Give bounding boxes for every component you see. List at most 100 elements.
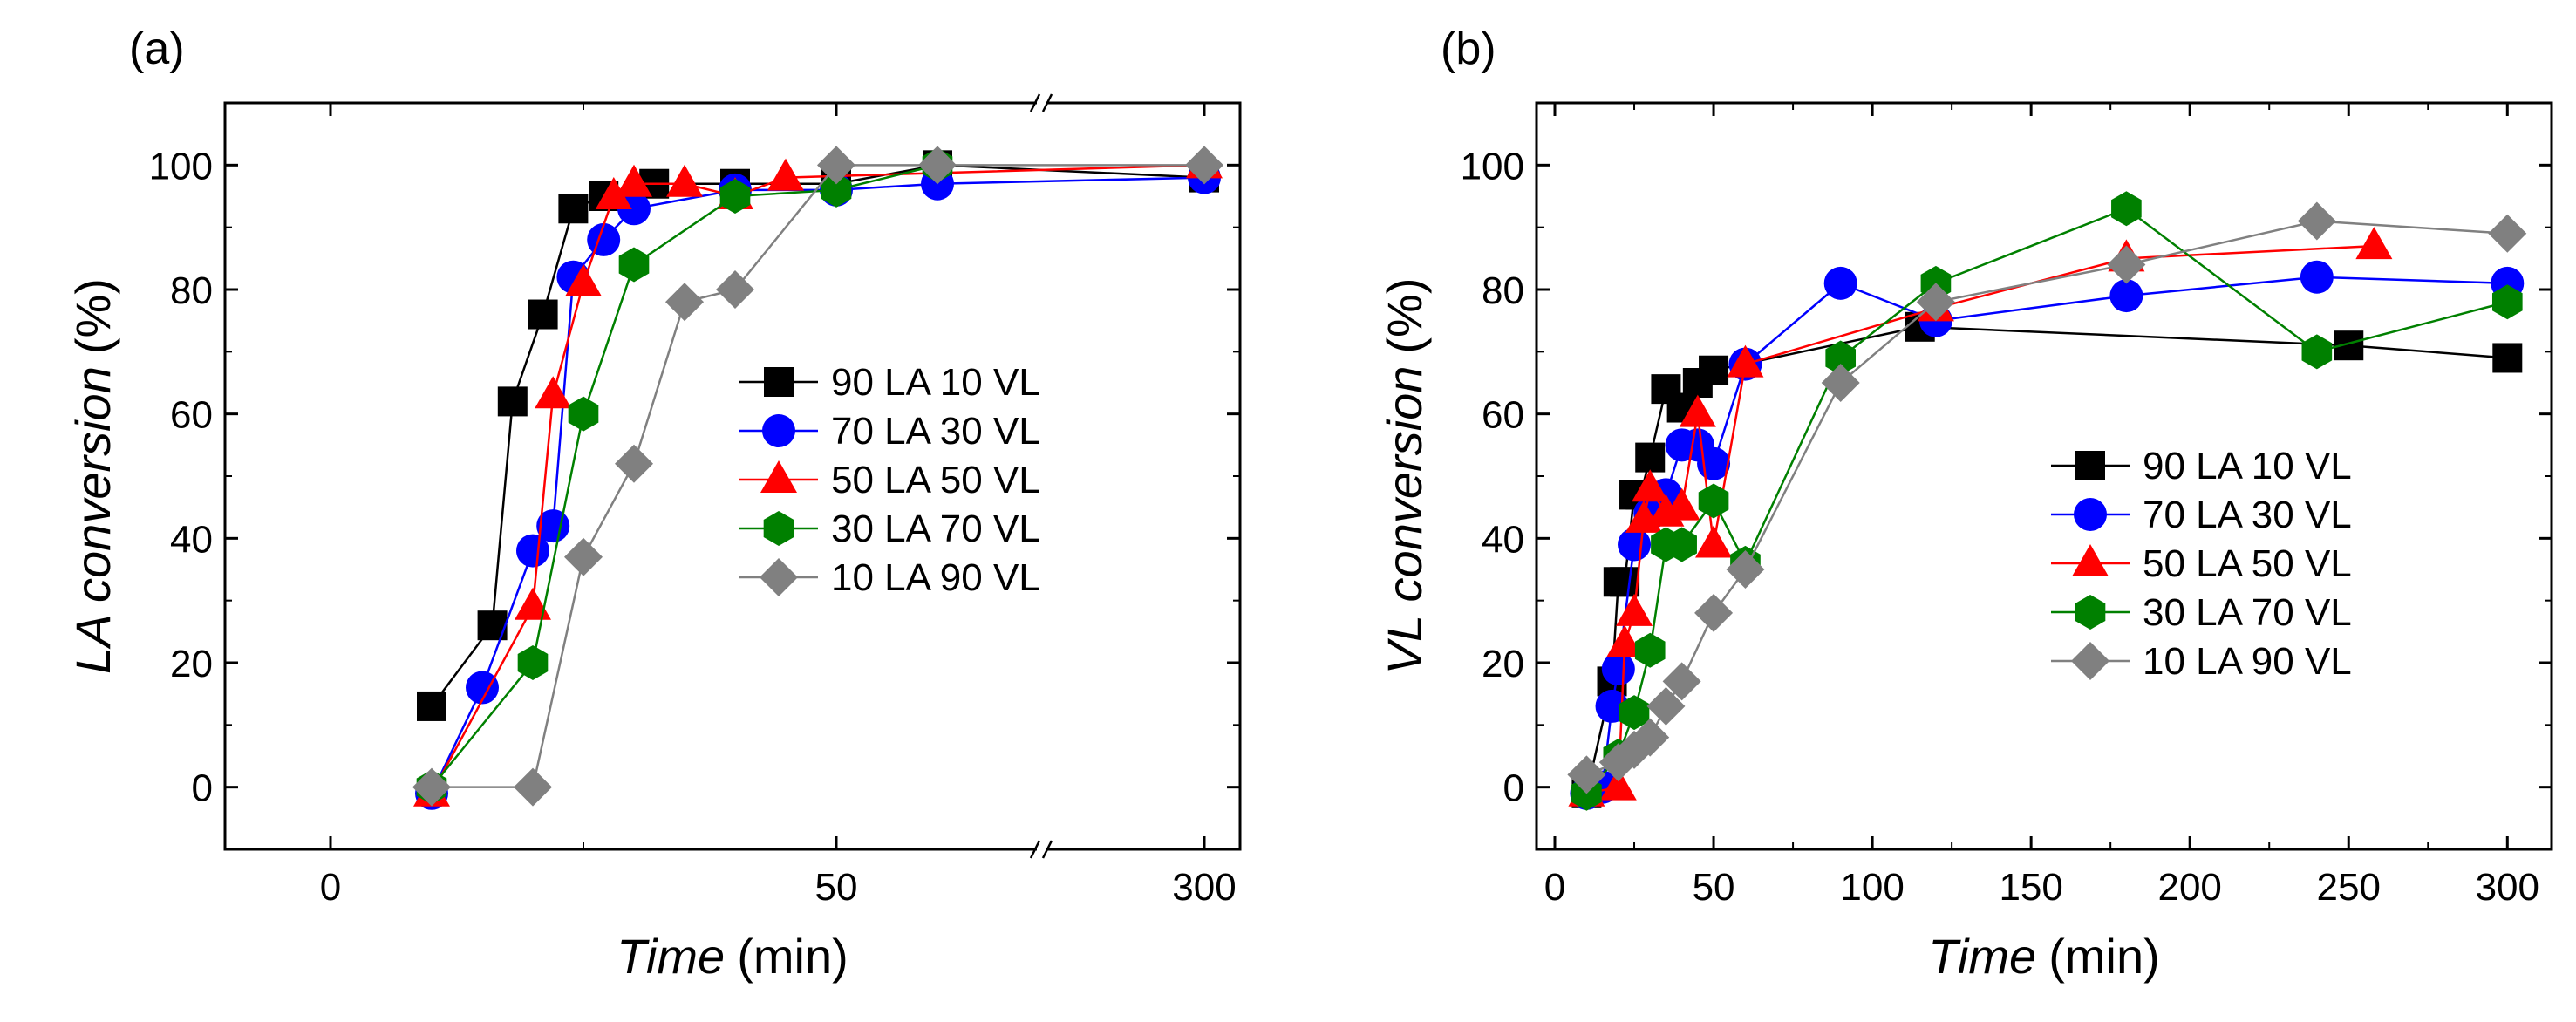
legend-label: 10 LA 90 VL — [831, 556, 1040, 599]
y-tick-label: 100 — [1461, 145, 1524, 187]
y-tick-label: 20 — [170, 643, 213, 685]
legend-marker — [760, 558, 798, 596]
y-tick-label: 20 — [1482, 643, 1524, 685]
y-tick-label: 80 — [170, 269, 213, 312]
legend-marker — [2075, 451, 2105, 480]
data-point — [1666, 527, 1697, 562]
data-point — [568, 396, 599, 432]
x-tick-label: 50 — [815, 866, 858, 909]
x-axis-title: Time (min) — [1928, 929, 2159, 984]
data-point — [1699, 355, 1729, 385]
x-tick-label: 250 — [2317, 866, 2381, 909]
y-axis-title-var: LA conversion — [65, 366, 120, 674]
data-point — [2107, 245, 2146, 284]
data-point — [1825, 340, 1857, 376]
data-point — [2111, 191, 2142, 227]
data-point — [1601, 652, 1635, 686]
y-axis-title-unit: (%) — [65, 278, 120, 354]
data-point — [595, 177, 632, 209]
legend: 90 LA 10 VL 70 LA 30 VL 50 LA 50 VL 30 LA 7… — [739, 361, 1040, 599]
data-point — [564, 537, 603, 576]
data-point — [1698, 483, 1729, 519]
x-tick-label: 300 — [1172, 866, 1236, 909]
x-axis-title-var: Time — [617, 929, 725, 984]
data-point — [1618, 528, 1652, 562]
y-tick-label: 40 — [170, 518, 213, 561]
data-point — [2109, 279, 2143, 313]
data-point — [1634, 632, 1666, 668]
data-point — [2488, 214, 2527, 253]
data-point — [719, 179, 751, 214]
panel-label: (a) — [129, 24, 185, 74]
data-point — [535, 376, 572, 409]
data-point — [618, 247, 650, 283]
data-point — [1695, 525, 1733, 558]
legend-marker — [2071, 642, 2109, 680]
data-point — [516, 534, 549, 568]
series-1 — [1571, 311, 2523, 808]
data-point — [497, 386, 528, 417]
legend-marker — [762, 414, 795, 447]
series-2 — [415, 160, 1221, 810]
legend-label: 70 LA 30 VL — [2143, 494, 2352, 536]
data-point — [1821, 364, 1860, 402]
y-tick-label: 80 — [1482, 269, 1524, 312]
x-axis-title-unit: (min) — [2048, 929, 2160, 984]
axis-break-gap — [1037, 844, 1046, 855]
panel-label: (b) — [1441, 24, 1496, 74]
axis-break-mark — [1029, 840, 1041, 859]
series-line — [431, 164, 1205, 707]
series-1 — [417, 150, 1219, 721]
legend-marker — [760, 460, 797, 493]
legend-label: 30 LA 70 VL — [831, 508, 1040, 550]
axis-break-gap — [1037, 98, 1046, 108]
data-point — [1616, 593, 1653, 626]
data-point — [1635, 442, 1666, 473]
y-axis-title: LA conversion (%) — [65, 278, 120, 674]
data-point — [1632, 469, 1669, 502]
x-tick-label: 150 — [1999, 866, 2062, 909]
data-point — [1185, 146, 1223, 185]
y-axis-title-unit: (%) — [1377, 278, 1432, 354]
axis-break-mark — [1029, 93, 1041, 112]
data-point — [817, 146, 855, 185]
data-point — [1694, 593, 1734, 632]
x-tick-label: 50 — [1693, 866, 1735, 909]
legend-label: 90 LA 10 VL — [2143, 445, 2352, 487]
data-point — [666, 164, 703, 197]
series-line — [1585, 325, 2508, 794]
data-point — [1599, 767, 1637, 801]
x-axis-title-unit: (min) — [737, 929, 848, 984]
data-point — [2300, 260, 2334, 294]
data-point — [821, 172, 852, 208]
y-tick-label: 40 — [1482, 518, 1524, 561]
data-point — [2297, 201, 2336, 241]
data-point — [1631, 718, 1670, 757]
data-point — [466, 671, 499, 705]
legend-label: 10 LA 90 VL — [2143, 640, 2352, 683]
data-point — [417, 691, 446, 721]
legend-marker — [2072, 544, 2109, 576]
x-tick-label: 100 — [1840, 866, 1904, 909]
legend-marker — [763, 511, 794, 546]
data-point — [1823, 266, 1857, 300]
x-tick-label: 200 — [2157, 866, 2221, 909]
series-line — [432, 164, 1204, 788]
data-point — [1610, 567, 1640, 597]
series-3 — [413, 146, 1223, 807]
axis-break-mark — [1041, 93, 1053, 112]
legend-label: 50 LA 50 VL — [831, 459, 1040, 501]
data-point — [1679, 394, 1716, 427]
y-tick-label: 60 — [1482, 394, 1524, 437]
legend-label: 50 LA 50 VL — [2143, 542, 2352, 585]
series-line — [1585, 276, 2508, 794]
panel-a: 0 20 40 60 80 100 0 50 300 90 LA 10 VL 70 LA 30 VL… — [65, 24, 1242, 984]
x-tick-label: 300 — [2476, 866, 2539, 909]
data-point — [2301, 334, 2333, 370]
legend-label: 70 LA 30 VL — [831, 410, 1040, 453]
legend: 90 LA 10 VL 70 LA 30 VL 50 LA 50 VL 30 LA 7… — [2051, 445, 2352, 683]
legend-marker — [2075, 595, 2106, 630]
legend-marker — [764, 367, 794, 397]
data-point — [515, 587, 551, 620]
